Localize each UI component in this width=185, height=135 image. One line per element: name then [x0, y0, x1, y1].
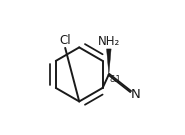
Text: &1: &1	[110, 75, 122, 84]
Text: NH₂: NH₂	[98, 35, 120, 48]
Text: N: N	[131, 88, 141, 101]
Text: Cl: Cl	[59, 34, 71, 47]
Polygon shape	[107, 49, 111, 74]
